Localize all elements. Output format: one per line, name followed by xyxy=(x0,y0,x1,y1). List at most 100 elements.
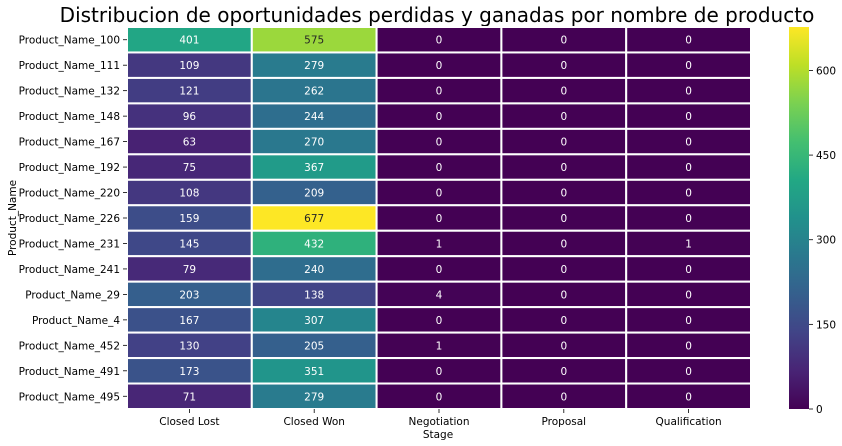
cell-value-label: 0 xyxy=(685,86,692,98)
heatmap-cell xyxy=(625,280,753,309)
cell-value-label: 0 xyxy=(436,111,443,123)
cell-value-label: 71 xyxy=(183,391,196,403)
cell-value-label: 145 xyxy=(179,238,199,250)
colorbar-tick-label: 150 xyxy=(816,319,836,331)
cell-value-label: 0 xyxy=(436,188,443,200)
heatmap-cell xyxy=(126,178,253,207)
cell-value-label: 0 xyxy=(685,391,692,403)
cell-value-label: 367 xyxy=(304,162,324,174)
heatmap-cell xyxy=(250,204,378,232)
cell-value-label: 209 xyxy=(304,188,324,200)
heatmap-cell xyxy=(500,382,628,410)
cell-value-label: 0 xyxy=(436,35,443,47)
row-tick-label: Product_Name_4 xyxy=(32,315,120,327)
cell-value-label: 1 xyxy=(436,340,443,352)
row-tick-labels: Product_Name_100 Product_Name_111 Product_… xyxy=(19,35,127,403)
cell-value-label: 244 xyxy=(304,111,324,123)
row-tick-label: Product_Name_220 xyxy=(19,188,120,200)
cell-value-label: 0 xyxy=(560,340,567,352)
cell-value-label: 262 xyxy=(304,86,324,98)
cell-value-label: 0 xyxy=(560,188,567,200)
heatmap-cell xyxy=(375,127,503,156)
heatmap-cell xyxy=(250,76,378,105)
cell-value-label: 401 xyxy=(179,35,199,47)
column-tick-labels: Closed Lost Closed Won Negotiation Proposal… xyxy=(159,409,722,428)
chart-title: Distribucion de oportunidades perdidas y… xyxy=(60,3,815,27)
cell-value-label: 109 xyxy=(179,60,199,72)
cell-value-label: 159 xyxy=(179,213,199,225)
column-tick-label: Closed Lost xyxy=(159,416,219,428)
heatmap-cell xyxy=(625,51,753,79)
heatmap-cell xyxy=(625,357,753,385)
cell-value-label: 279 xyxy=(304,391,324,403)
cell-value-label: 0 xyxy=(560,391,567,403)
cell-value-label: 0 xyxy=(560,213,567,225)
cell-value-label: 0 xyxy=(685,60,692,72)
heatmap-cell xyxy=(375,255,503,283)
heatmap-cell xyxy=(126,306,253,334)
cell-value-label: 0 xyxy=(685,366,692,378)
cell-value-label: 1 xyxy=(685,238,692,250)
cell-value-label: 0 xyxy=(560,137,567,149)
cell-value-label: 0 xyxy=(685,137,692,149)
cell-value-label: 0 xyxy=(436,213,443,225)
cell-value-label: 205 xyxy=(304,340,324,352)
cell-value-label: 279 xyxy=(304,60,324,72)
cell-value-label: 1 xyxy=(436,238,443,250)
cell-value-label: 0 xyxy=(560,111,567,123)
cell-value-label: 677 xyxy=(304,213,324,225)
cell-value-label: 0 xyxy=(685,289,692,301)
row-tick-label: Product_Name_100 xyxy=(19,35,120,47)
heatmap-cell xyxy=(250,102,378,130)
heatmap-cell xyxy=(500,306,628,334)
heatmap-cell xyxy=(126,255,253,283)
row-tick-label: Product_Name_491 xyxy=(19,366,120,378)
colorbar xyxy=(789,27,809,409)
heatmap-cell xyxy=(625,153,753,181)
cell-value-label: 0 xyxy=(560,238,567,250)
cell-value-label: 96 xyxy=(183,111,197,123)
heatmap-cell xyxy=(500,153,628,181)
cell-value-label: 575 xyxy=(304,35,324,47)
cell-value-label: 0 xyxy=(436,60,443,72)
colorbar-tick-label: 450 xyxy=(816,150,836,162)
cell-value-label: 0 xyxy=(685,162,692,174)
cell-value-label: 0 xyxy=(685,188,692,200)
cell-value-label: 0 xyxy=(560,86,567,98)
column-tick-label: Qualification xyxy=(656,416,722,428)
heatmap-cell xyxy=(500,102,628,130)
heatmap-cell xyxy=(500,280,628,309)
colorbar-tick-label: 600 xyxy=(816,65,836,77)
heatmap-cell xyxy=(126,204,253,232)
cell-value-label: 130 xyxy=(179,340,199,352)
cell-value-label: 108 xyxy=(179,188,199,200)
cell-value-label: 0 xyxy=(685,35,692,47)
row-tick-label: Product_Name_148 xyxy=(19,111,120,123)
cell-value-label: 79 xyxy=(183,264,196,276)
y-axis-label: Product_Name xyxy=(7,180,19,256)
cell-value-label: 307 xyxy=(304,315,324,327)
cell-value-label: 0 xyxy=(560,366,567,378)
row-tick-label: Product_Name_29 xyxy=(25,289,120,301)
cell-value-label: 0 xyxy=(560,315,567,327)
heatmap-cell xyxy=(126,331,253,360)
cell-value-label: 0 xyxy=(436,264,443,276)
cell-value-label: 0 xyxy=(560,289,567,301)
heatmap-cell xyxy=(625,229,753,258)
heatmap-cell xyxy=(126,280,253,309)
cell-value-label: 0 xyxy=(685,264,692,276)
cell-value-label: 0 xyxy=(685,213,692,225)
cell-value-label: 75 xyxy=(183,162,196,174)
colorbar-tick-label: 0 xyxy=(816,404,823,416)
heatmap-cell xyxy=(625,102,753,130)
cell-value-label: 240 xyxy=(304,264,324,276)
cell-value-label: 432 xyxy=(304,238,324,250)
heatmap-cell xyxy=(375,382,503,410)
colorbar-tick-label: 300 xyxy=(816,235,836,247)
heatmap-cell xyxy=(625,255,753,283)
cell-value-label: 167 xyxy=(179,315,199,327)
heatmap-cell xyxy=(375,51,503,79)
row-tick-label: Product_Name_241 xyxy=(19,264,120,276)
